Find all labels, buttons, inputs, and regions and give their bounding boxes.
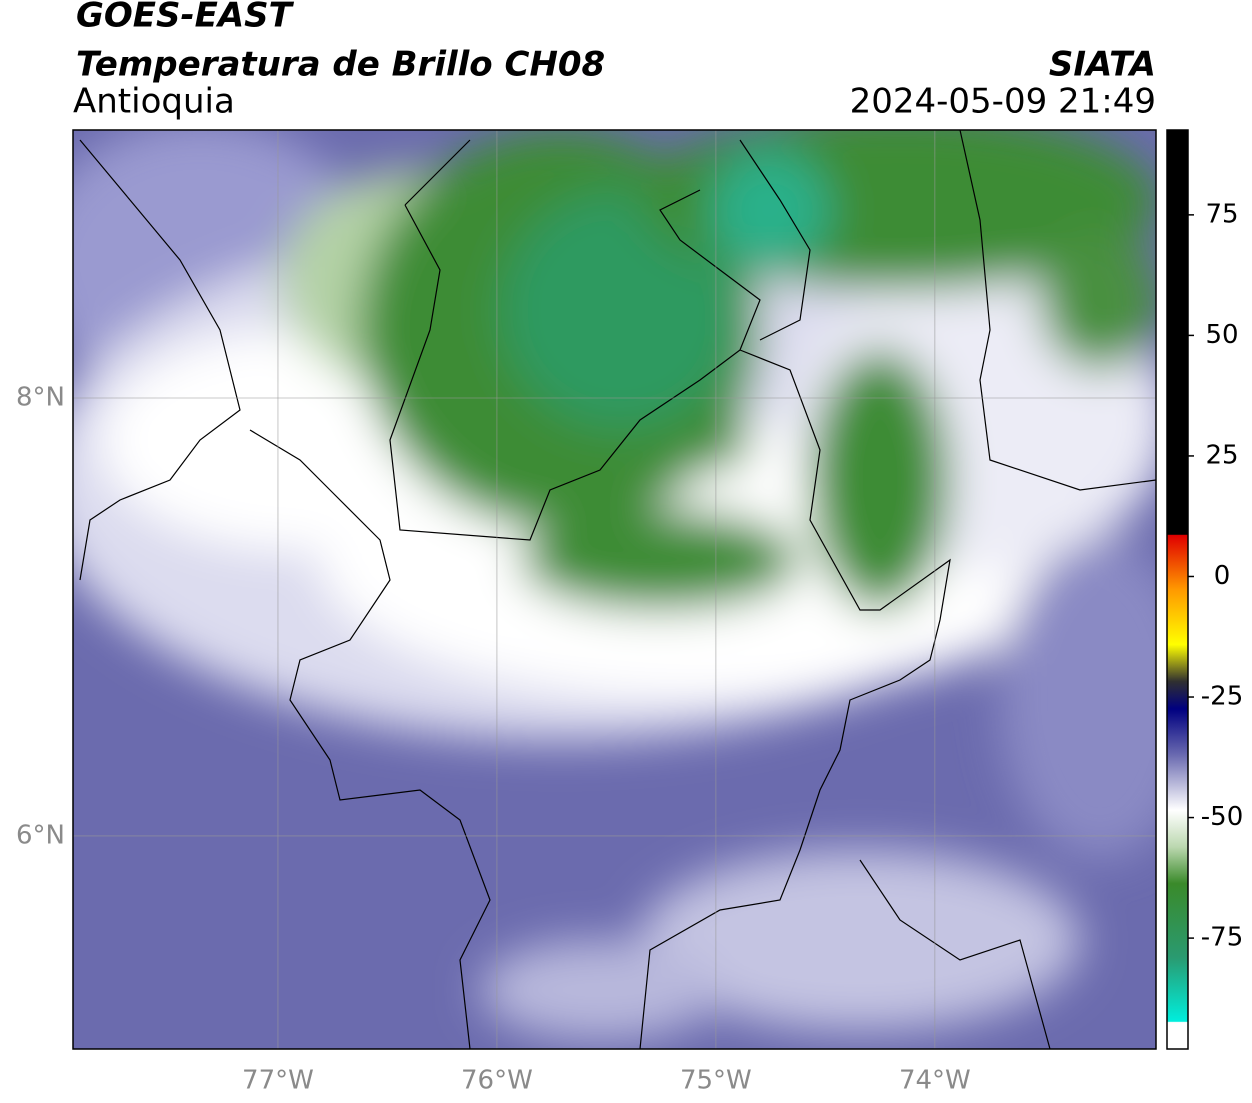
satellite-title: GOES-EAST — [76, 0, 295, 36]
map-imagery — [73, 130, 1156, 1049]
map-frame — [72, 129, 1157, 1050]
colorbar-tick-label: 50 — [1205, 320, 1238, 350]
colorbar — [1166, 129, 1189, 1050]
datetime-label: 2024-05-09 21:49 — [850, 82, 1156, 122]
product-title: Temperatura de Brillo CH08 — [76, 45, 605, 85]
colorbar-tick-label: 75 — [1205, 199, 1238, 229]
colorbar-tick-label: 0 — [1214, 561, 1231, 591]
region-label: Antioquia — [73, 82, 235, 122]
source-label: SIATA — [1049, 45, 1156, 85]
x-tick-label: 77°W — [242, 1066, 314, 1096]
y-tick-label: 6°N — [16, 820, 65, 850]
colorbar-tick-label: -50 — [1201, 802, 1243, 832]
x-tick-label: 76°W — [461, 1066, 533, 1096]
y-tick-label: 8°N — [16, 383, 65, 413]
colorbar-tick-label: -25 — [1201, 682, 1243, 712]
x-tick-label: 75°W — [680, 1066, 752, 1096]
colorbar-tick-label: 25 — [1205, 440, 1238, 470]
colorbar-tick-label: -75 — [1201, 923, 1243, 953]
grid — [73, 130, 1156, 1049]
x-tick-label: 74°W — [899, 1066, 971, 1096]
